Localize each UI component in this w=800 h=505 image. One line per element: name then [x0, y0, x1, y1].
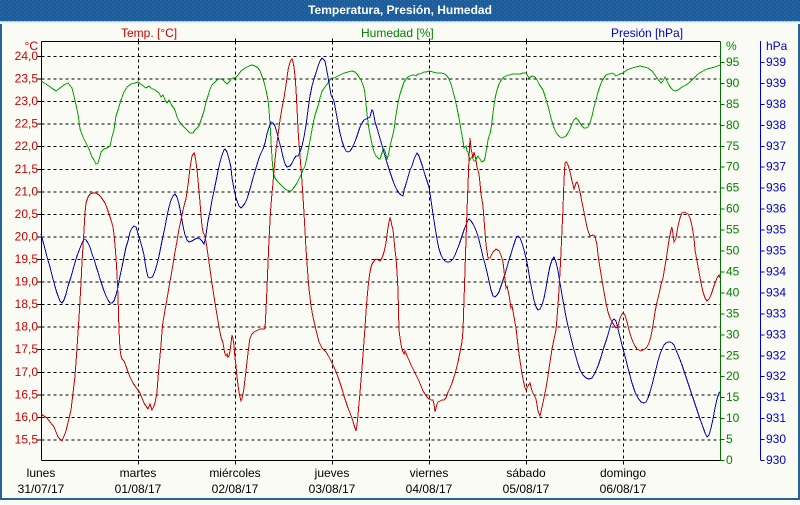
svg-text:17,0: 17,0: [15, 365, 39, 379]
svg-text:930: 930: [766, 432, 786, 446]
svg-text:16,5: 16,5: [15, 387, 39, 401]
svg-text:hPa: hPa: [766, 39, 788, 53]
svg-text:35: 35: [726, 306, 740, 320]
svg-text:85: 85: [726, 97, 740, 111]
svg-text:933: 933: [766, 327, 786, 341]
svg-text:24,0: 24,0: [15, 49, 39, 63]
svg-text:lunes: lunes: [27, 466, 56, 480]
svg-text:934: 934: [766, 265, 786, 279]
svg-text:domingo: domingo: [600, 466, 646, 480]
svg-text:23,0: 23,0: [15, 94, 39, 108]
svg-text:05/08/17: 05/08/17: [503, 482, 550, 496]
svg-text:938: 938: [766, 118, 786, 132]
svg-text:martes: martes: [120, 466, 157, 480]
svg-text:70: 70: [726, 160, 740, 174]
svg-text:95: 95: [726, 55, 740, 69]
svg-text:75: 75: [726, 139, 740, 153]
svg-text:45: 45: [726, 265, 740, 279]
svg-text:20,5: 20,5: [15, 207, 39, 221]
svg-text:939: 939: [766, 76, 786, 90]
svg-text:jueves: jueves: [314, 466, 350, 480]
svg-text:04/08/17: 04/08/17: [406, 482, 453, 496]
svg-text:17,5: 17,5: [15, 342, 39, 356]
svg-text:932: 932: [766, 348, 786, 362]
svg-text:02/08/17: 02/08/17: [212, 482, 259, 496]
svg-text:934: 934: [766, 285, 786, 299]
svg-text:03/08/17: 03/08/17: [309, 482, 356, 496]
svg-text:18,5: 18,5: [15, 297, 39, 311]
svg-text:21,5: 21,5: [15, 162, 39, 176]
svg-text:23,5: 23,5: [15, 72, 39, 86]
svg-text:60: 60: [726, 202, 740, 216]
svg-text:22,5: 22,5: [15, 117, 39, 131]
svg-text:°C: °C: [25, 39, 39, 53]
svg-text:18,0: 18,0: [15, 320, 39, 334]
svg-text:10: 10: [726, 411, 740, 425]
svg-text:20: 20: [726, 369, 740, 383]
svg-text:5: 5: [726, 432, 733, 446]
svg-text:01/08/17: 01/08/17: [115, 482, 162, 496]
svg-text:936: 936: [766, 202, 786, 216]
svg-text:40: 40: [726, 285, 740, 299]
svg-text:16,0: 16,0: [15, 410, 39, 424]
svg-text:931: 931: [766, 390, 786, 404]
svg-text:938: 938: [766, 97, 786, 111]
svg-text:930: 930: [766, 453, 786, 467]
svg-text:25: 25: [726, 348, 740, 362]
svg-text:19,5: 19,5: [15, 252, 39, 266]
svg-text:15: 15: [726, 390, 740, 404]
svg-text:931: 931: [766, 411, 786, 425]
svg-text:30: 30: [726, 327, 740, 341]
svg-text:0: 0: [726, 453, 733, 467]
svg-text:06/08/17: 06/08/17: [600, 482, 647, 496]
svg-text:932: 932: [766, 369, 786, 383]
svg-text:miércoles: miércoles: [209, 466, 260, 480]
svg-text:22,0: 22,0: [15, 139, 39, 153]
svg-text:19,0: 19,0: [15, 275, 39, 289]
svg-text:933: 933: [766, 306, 786, 320]
svg-text:65: 65: [726, 181, 740, 195]
svg-text:sábado: sábado: [506, 466, 546, 480]
svg-text:%: %: [726, 39, 737, 53]
svg-text:21,0: 21,0: [15, 184, 39, 198]
svg-text:80: 80: [726, 118, 740, 132]
svg-text:20,0: 20,0: [15, 229, 39, 243]
svg-text:50: 50: [726, 244, 740, 258]
svg-text:viernes: viernes: [410, 466, 449, 480]
svg-text:936: 936: [766, 181, 786, 195]
svg-text:55: 55: [726, 223, 740, 237]
svg-text:937: 937: [766, 160, 786, 174]
svg-text:939: 939: [766, 55, 786, 69]
svg-text:15,5: 15,5: [15, 432, 39, 446]
svg-text:935: 935: [766, 244, 786, 258]
svg-text:31/07/17: 31/07/17: [18, 482, 65, 496]
svg-text:935: 935: [766, 223, 786, 237]
svg-text:90: 90: [726, 76, 740, 90]
svg-text:937: 937: [766, 139, 786, 153]
